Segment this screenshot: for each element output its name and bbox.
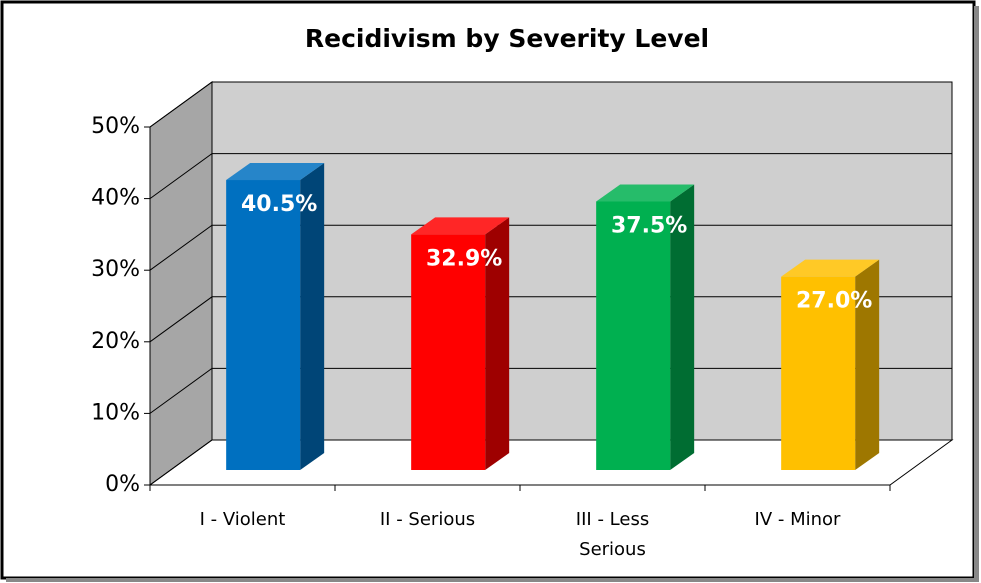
x-tick-label: III - Less Serious (576, 509, 649, 560)
bar (596, 201, 671, 470)
chart-title: Recidivism by Severity Level (305, 24, 709, 53)
bar-top (226, 163, 325, 181)
bar-side (485, 217, 510, 470)
grid-line (149, 153, 952, 200)
bar-top (596, 184, 695, 202)
y-tick-label: 20% (91, 329, 140, 354)
data-label: 37.5% (611, 214, 687, 239)
x-tick-label: IV - Minor (755, 509, 842, 530)
x-tick-label: I - Violent (200, 509, 286, 530)
y-tick-label: 10% (91, 400, 140, 425)
bar (411, 234, 486, 470)
data-label: 32.9% (426, 246, 502, 271)
bar-side (855, 259, 880, 470)
bar (226, 180, 301, 470)
data-label: 40.5% (241, 192, 317, 217)
grid-line (149, 296, 952, 343)
data-label: 27.0% (796, 289, 872, 314)
frame-shadow (6, 578, 979, 582)
grid-line (149, 81, 952, 128)
side-wall (149, 81, 213, 486)
frame-shadow (974, 6, 979, 581)
y-tick-label: 40% (91, 186, 140, 211)
grid-line (149, 439, 952, 486)
x-tick-label: II - Serious (380, 509, 475, 530)
bar-side (670, 184, 695, 470)
bar-side (300, 163, 325, 470)
grid-line (149, 367, 952, 414)
y-tick-label: 0% (105, 472, 140, 497)
grid-line (149, 224, 952, 271)
bar (781, 276, 856, 470)
bar-top (781, 259, 880, 277)
y-tick-label: 50% (91, 114, 140, 139)
y-tick-label: 30% (91, 257, 140, 282)
bar-top (411, 217, 510, 235)
